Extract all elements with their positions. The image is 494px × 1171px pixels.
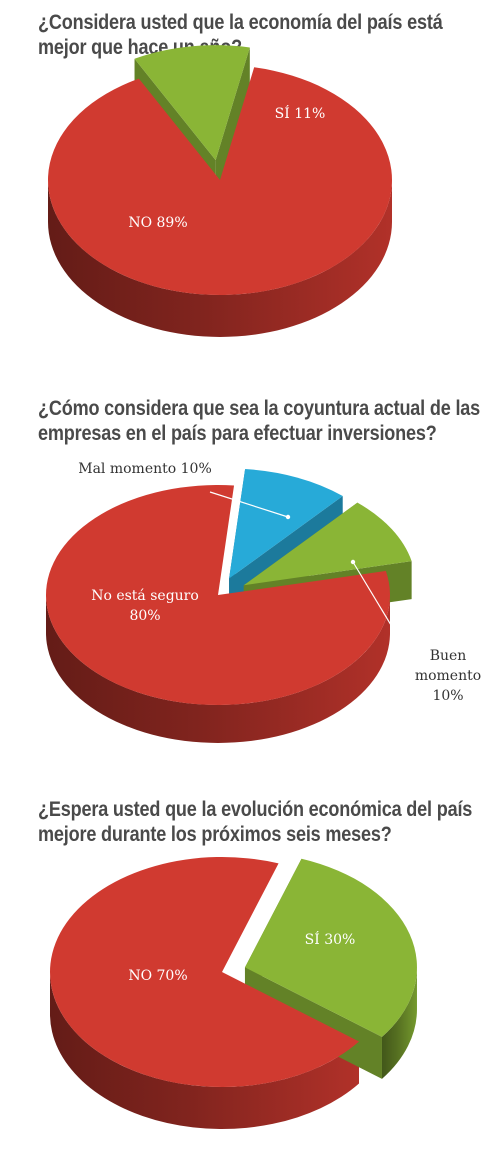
chart-1-slice-2-cut-2: [215, 47, 250, 203]
chart-2-callout-line-2: [209, 491, 289, 518]
chart-1-slice-1: [47, 67, 392, 295]
chart-3-slice-1-side: [50, 972, 360, 1129]
chart-1-slice-1-label: NO 89%: [128, 215, 187, 231]
chart-2-slice-2: [229, 469, 343, 579]
chart-3-slice-2-side: [381, 967, 417, 1079]
chart-3-title-line-1: ¿Espera usted que la evolución económica…: [38, 798, 473, 821]
chart-2-title-line-2: empresas en el país para efectuar invers…: [38, 422, 437, 445]
chart-3-slice-2-label: SÍ 30%: [305, 930, 356, 948]
chart-2-slice-1: [46, 485, 390, 705]
chart-2-pie: No está seguro 80% Mal momento 10% Buen mome…: [46, 461, 481, 743]
chart-2-slice-1-side: [46, 595, 390, 743]
chart-3-title: ¿Espera usted que la evolución económica…: [38, 797, 473, 847]
chart-1-title-line-1: ¿Considera usted que la economía del paí…: [38, 11, 443, 34]
chart-3-slice-1: [49, 857, 360, 1087]
chart-2-callout-dot-3: [350, 559, 356, 565]
chart-3-slice-1-label: NO 70%: [128, 968, 187, 984]
chart-3-slice-2: [244, 858, 417, 1037]
chart-2-slice-3-label: Buen momento 10%: [415, 648, 481, 704]
chart-2-title: ¿Cómo considera que sea la coyuntura act…: [38, 396, 481, 446]
chart-2-callout-line-3: [352, 561, 401, 641]
chart-2-title-line-1: ¿Cómo considera que sea la coyuntura act…: [38, 397, 481, 420]
chart-2-slice-3: [243, 502, 412, 586]
chart-3-pie: NO 70% SÍ 30%: [49, 857, 417, 1129]
chart-1-pie: NO 89% SÍ 11%: [47, 45, 392, 337]
chart-3-title-line-2: mejore durante los próximos seis meses?: [38, 823, 392, 846]
chart-2-callout-dot-2: [285, 514, 291, 520]
chart-1-slice-2-label: SÍ 11%: [275, 104, 326, 122]
chart-2-slice-2-label: Mal momento 10%: [78, 461, 212, 477]
chart-1-slice-1-side: [48, 180, 392, 337]
chart-2-slice-1-label: No está seguro 80%: [91, 588, 199, 624]
chart-1-slice-2: [134, 45, 250, 161]
